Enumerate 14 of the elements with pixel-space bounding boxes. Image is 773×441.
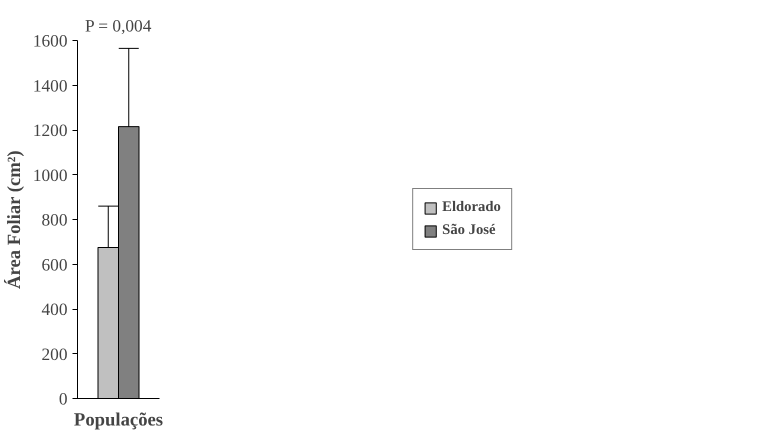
y-tick-label: 800: [42, 210, 68, 230]
y-tick-label: 600: [42, 255, 68, 274]
text: P = 0,004: [84, 16, 152, 36]
y-axis-title: Área Foliar (cm²): [2, 150, 25, 289]
y-tick-label: 200: [42, 344, 68, 364]
x-axis-title: Populações: [74, 410, 164, 430]
y-tick-label: 0: [58, 390, 68, 408]
y-tick-label: 1200: [32, 121, 68, 140]
legend-label: São José: [442, 222, 496, 239]
y-tick-label: 1400: [32, 76, 68, 96]
legend-label: Eldorado: [442, 199, 501, 216]
y-tick-label: 400: [42, 300, 68, 319]
y-tick-label: 1600: [32, 32, 68, 50]
y-tick-label: 1000: [32, 166, 68, 185]
